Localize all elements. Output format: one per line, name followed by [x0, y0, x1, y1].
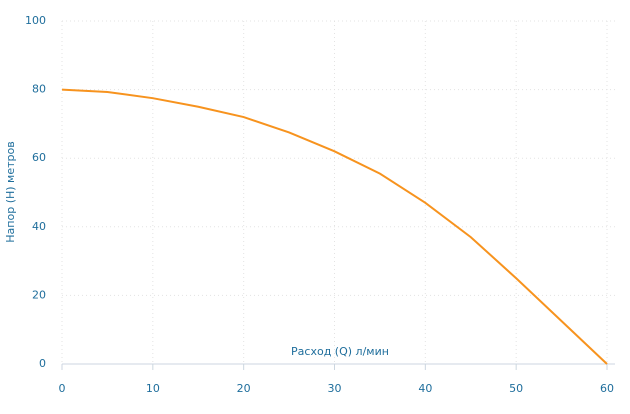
x-axis-title: Расход (Q) л/мин	[291, 345, 389, 358]
y-tick-label: 0	[39, 357, 46, 370]
x-tick-label: 20	[237, 382, 251, 395]
y-tick-label: 100	[25, 14, 46, 27]
y-tick-label: 40	[32, 220, 46, 233]
y-axis-title: Напор (H) метров	[4, 141, 17, 242]
x-tick-label: 30	[328, 382, 342, 395]
y-tick-label: 60	[32, 151, 46, 164]
y-tick-label: 80	[32, 83, 46, 96]
x-tick-label: 60	[600, 382, 614, 395]
x-tick-label: 0	[59, 382, 66, 395]
x-tick-label: 50	[509, 382, 523, 395]
line	[61, 88, 608, 365]
y-tick-label: 20	[32, 288, 46, 301]
x-tick-label: 40	[418, 382, 432, 395]
x-tick-label: 10	[146, 382, 160, 395]
